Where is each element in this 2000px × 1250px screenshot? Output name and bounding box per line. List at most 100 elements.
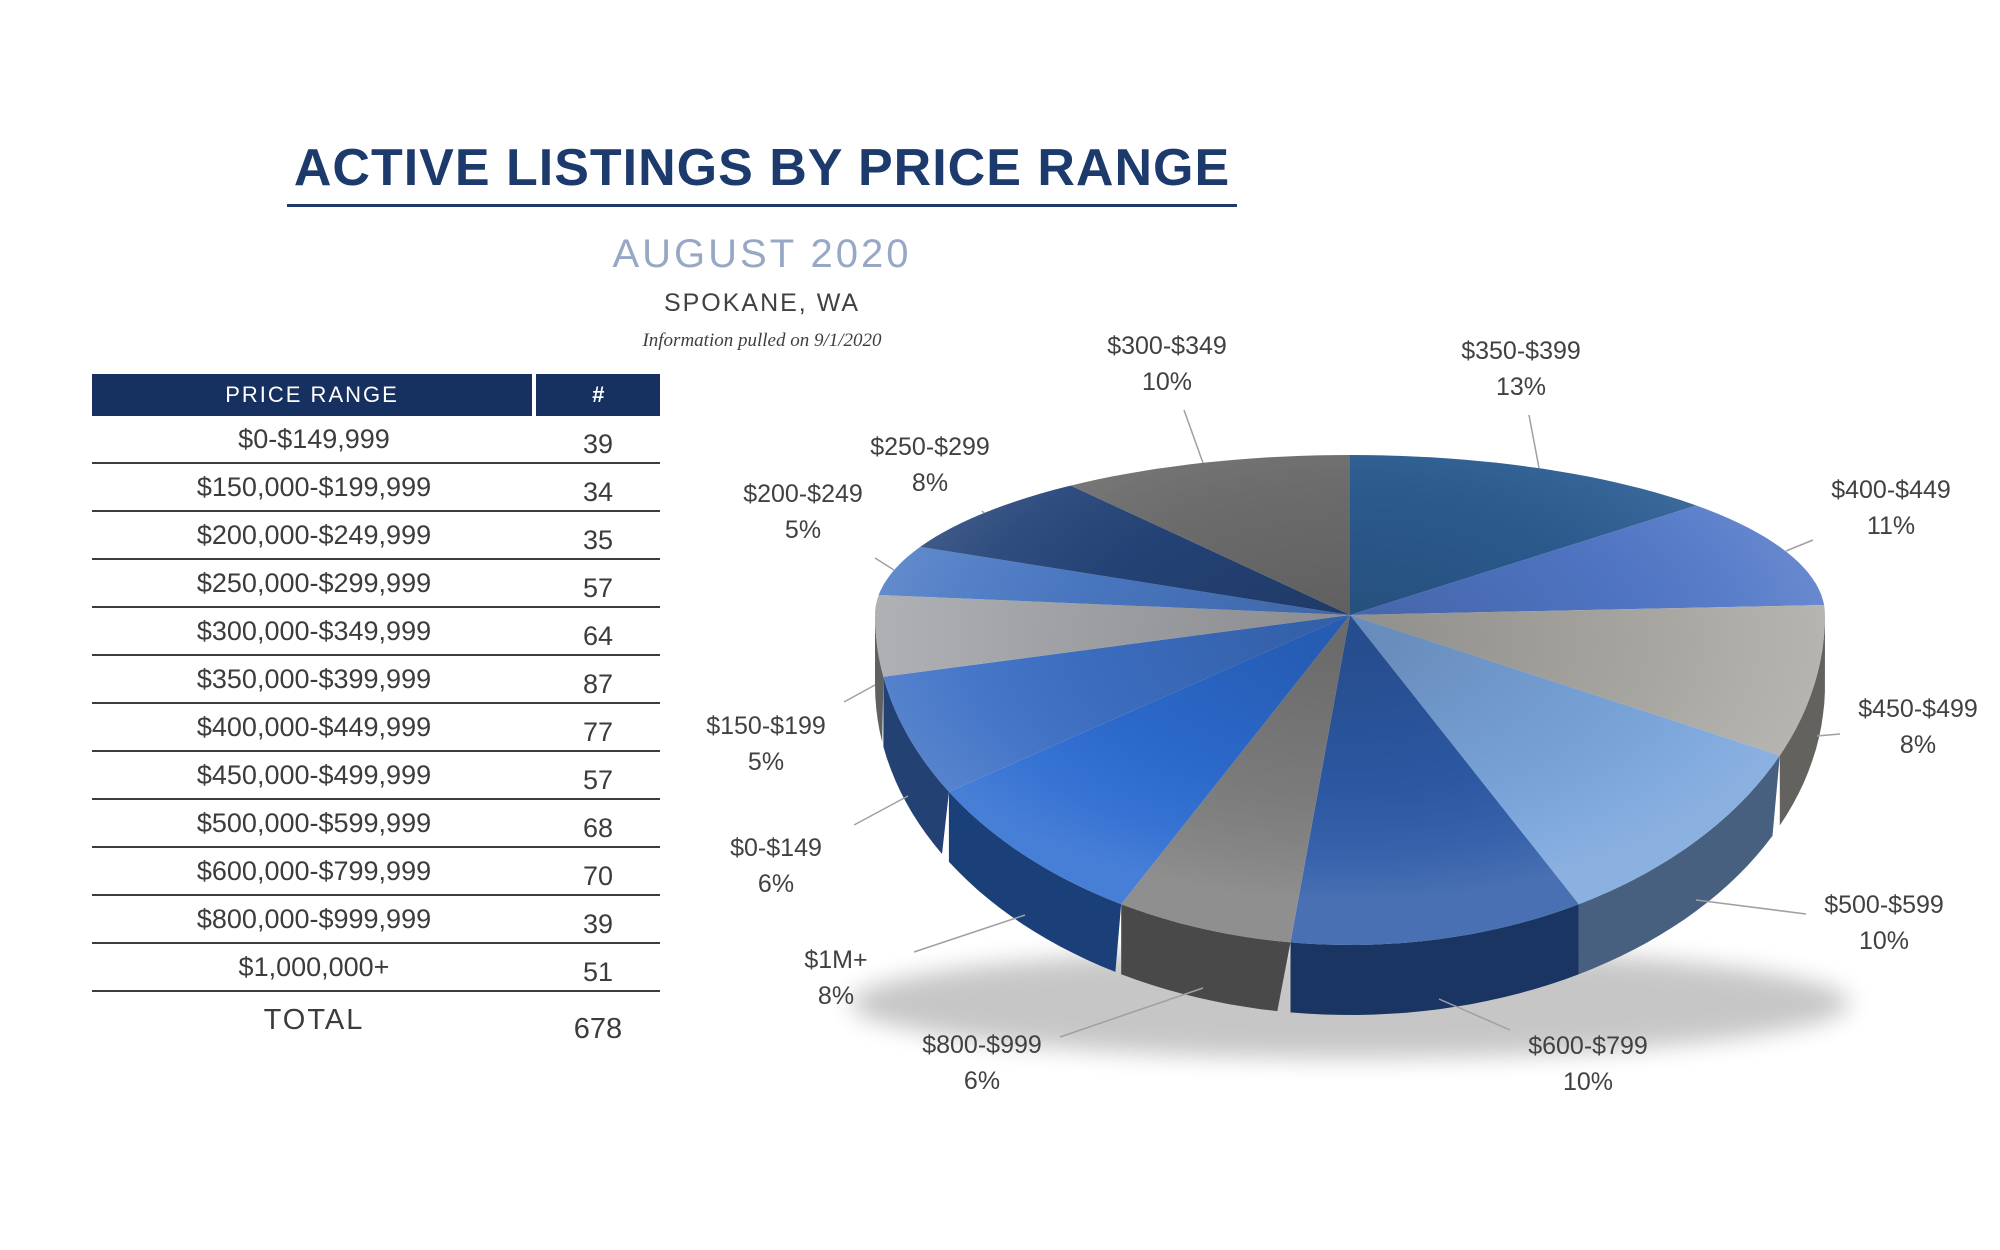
pie-label-range: $250-$299 bbox=[870, 433, 990, 461]
subtitle-month: AUGUST 2020 bbox=[612, 232, 912, 276]
pie-slice-side bbox=[1121, 904, 1291, 1012]
table-total-row: TOTAL 678 bbox=[92, 992, 660, 1048]
price-range-cell: $200,000-$249,999 bbox=[196, 519, 432, 550]
pie-label-percent: 13% bbox=[1495, 373, 1547, 401]
pie-label-percent: 5% bbox=[747, 748, 785, 776]
leader-line bbox=[1695, 899, 1807, 915]
pie-label-percent: 8% bbox=[817, 982, 855, 1010]
pie-label-range: $450-$499 bbox=[1858, 695, 1978, 723]
pie-slice-label: $1M+ 8% bbox=[741, 942, 931, 1014]
pie-label-range: $350-$399 bbox=[1461, 337, 1581, 365]
count-cell: 77 bbox=[582, 717, 614, 747]
pie-slice-label: $200-$249 5% bbox=[708, 476, 898, 548]
leader-line bbox=[874, 557, 895, 571]
leader-line bbox=[1183, 409, 1204, 464]
table-row: $800,000-$999,999 39 bbox=[92, 896, 660, 944]
page-title: ACTIVE LISTINGS BY PRICE RANGE bbox=[293, 139, 1231, 197]
table-row: $350,000-$399,999 87 bbox=[92, 656, 660, 704]
count-cell: 57 bbox=[582, 573, 614, 603]
pie-slice-side bbox=[1779, 615, 1825, 826]
count-cell: 64 bbox=[582, 621, 614, 651]
pie-slice-label: $400-$449 11% bbox=[1796, 472, 1986, 544]
leader-line bbox=[981, 510, 985, 514]
pie-sheen-overlay bbox=[875, 455, 1825, 945]
pie-label-percent: 10% bbox=[1562, 1068, 1614, 1096]
leader-line bbox=[1438, 998, 1511, 1031]
pie-label-range: $600-$799 bbox=[1528, 1032, 1648, 1060]
pie-slice-label: $250-$299 8% bbox=[835, 429, 1025, 501]
pie-label-range: $400-$449 bbox=[1831, 476, 1951, 504]
pie-slice-side bbox=[883, 676, 949, 854]
table-row: $250,000-$299,999 57 bbox=[92, 560, 660, 608]
price-range-cell: $250,000-$299,999 bbox=[196, 567, 432, 598]
count-cell: 35 bbox=[582, 525, 614, 555]
pie-slice-side bbox=[948, 791, 1122, 972]
price-range-cell: $800,000-$999,999 bbox=[196, 903, 432, 934]
leader-line bbox=[913, 914, 1026, 953]
table-header-row: PRICE RANGE # bbox=[92, 374, 660, 416]
leader-line bbox=[843, 684, 876, 703]
price-range-cell: $600,000-$799,999 bbox=[196, 855, 432, 886]
count-cell: 34 bbox=[582, 477, 614, 507]
price-range-cell: $450,000-$499,999 bbox=[196, 759, 432, 790]
pie-label-range: $0-$149 bbox=[730, 834, 822, 862]
count-cell: 39 bbox=[582, 429, 614, 459]
price-range-cell: $0-$149,999 bbox=[238, 423, 390, 454]
price-range-table: PRICE RANGE # $0-$149,999 39 $150,000-$199… bbox=[92, 374, 660, 1048]
pie-label-percent: 10% bbox=[1141, 368, 1193, 396]
table-row: $0-$149,999 39 bbox=[92, 416, 660, 464]
table-row: $200,000-$249,999 35 bbox=[92, 512, 660, 560]
pie-label-range: $200-$249 bbox=[743, 480, 863, 508]
subtitle-location: SPOKANE, WA bbox=[663, 289, 861, 317]
pie-label-percent: 5% bbox=[784, 516, 822, 544]
leader-line bbox=[1785, 539, 1814, 552]
price-range-cell: $400,000-$449,999 bbox=[196, 711, 432, 742]
table-row: $1,000,000+ 51 bbox=[92, 944, 660, 992]
price-range-cell: $1,000,000+ bbox=[238, 951, 390, 982]
price-range-cell: $500,000-$599,999 bbox=[196, 807, 432, 838]
total-value: 678 bbox=[573, 1013, 623, 1045]
leader-line bbox=[853, 795, 909, 826]
pie-slice-label: $450-$499 8% bbox=[1823, 691, 2000, 763]
count-cell: 51 bbox=[582, 957, 614, 987]
price-range-cell: $150,000-$199,999 bbox=[196, 471, 432, 502]
pie-slice-label: $500-$599 10% bbox=[1789, 887, 1979, 959]
pie-label-percent: 10% bbox=[1858, 927, 1910, 955]
pie-label-percent: 8% bbox=[1899, 731, 1937, 759]
count-cell: 57 bbox=[582, 765, 614, 795]
total-label: TOTAL bbox=[263, 1003, 365, 1036]
leader-line bbox=[1528, 414, 1540, 469]
info-note: Information pulled on 9/1/2020 bbox=[642, 330, 882, 351]
pie-slice-label: $350-$399 13% bbox=[1426, 333, 1616, 405]
pie-slice-label: $600-$799 10% bbox=[1493, 1028, 1683, 1100]
count-cell: 87 bbox=[582, 669, 614, 699]
table-row: $300,000-$349,999 64 bbox=[92, 608, 660, 656]
pie-label-range: $500-$599 bbox=[1824, 891, 1944, 919]
pie-slice-side bbox=[1578, 755, 1780, 975]
count-cell: 68 bbox=[582, 813, 614, 843]
leader-line bbox=[1059, 987, 1204, 1038]
table-row: $600,000-$799,999 70 bbox=[92, 848, 660, 896]
pie-slice-label: $150-$199 5% bbox=[671, 708, 861, 780]
pie-slice-label: $800-$999 6% bbox=[887, 1027, 1077, 1099]
table-header-count: # bbox=[536, 374, 660, 416]
pie-label-range: $150-$199 bbox=[706, 712, 826, 740]
count-cell: 70 bbox=[582, 861, 614, 891]
pie-label-percent: 6% bbox=[757, 870, 795, 898]
pie-label-percent: 11% bbox=[1866, 512, 1916, 540]
table-row: $400,000-$449,999 77 bbox=[92, 704, 660, 752]
count-cell: 39 bbox=[582, 909, 614, 939]
price-range-cell: $300,000-$349,999 bbox=[196, 615, 432, 646]
leader-line bbox=[1816, 733, 1841, 737]
pie-label-range: $300-$349 bbox=[1107, 332, 1227, 360]
table-row: $150,000-$199,999 34 bbox=[92, 464, 660, 512]
pie-label-percent: 6% bbox=[963, 1067, 1001, 1095]
pie-label-range: $800-$999 bbox=[922, 1031, 1042, 1059]
pie-label-percent: 8% bbox=[911, 469, 949, 497]
pie-slice-side bbox=[875, 615, 884, 743]
table-header-price-range: PRICE RANGE bbox=[92, 374, 532, 416]
price-range-cell: $350,000-$399,999 bbox=[196, 663, 432, 694]
pie-slice-side bbox=[1290, 904, 1579, 1015]
